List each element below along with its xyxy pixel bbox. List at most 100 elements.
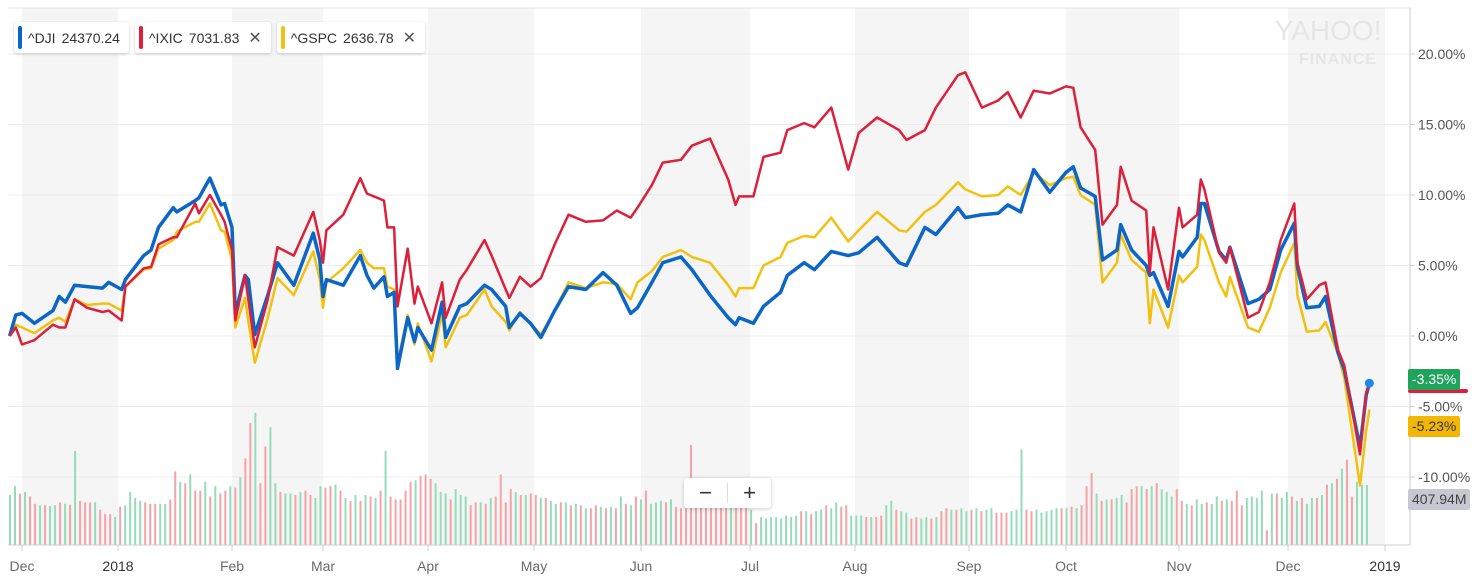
zoom-in-button[interactable]: +: [743, 480, 756, 505]
volume-bar: [344, 497, 347, 545]
yahoo-finance-watermark: YAHOO! FINANCE: [1275, 15, 1382, 68]
volume-bar: [1280, 497, 1283, 545]
volume-bar: [810, 514, 813, 545]
volume-badge: 407.94M: [1408, 489, 1471, 510]
volume-bar: [700, 496, 703, 545]
volume-bar: [274, 483, 277, 545]
volume-bar: [1345, 459, 1348, 545]
volume-bar: [1070, 506, 1073, 545]
y-tick-label: 10.00%: [1418, 187, 1465, 203]
volume-bar: [1075, 508, 1078, 545]
volume-bar: [144, 502, 147, 545]
close-icon[interactable]: ✕: [248, 29, 262, 47]
legend-chip-dji[interactable]: ^DJI 24370.24: [14, 22, 129, 53]
volume-bar: [639, 499, 642, 545]
volume-bar: [334, 484, 337, 545]
volume-bar: [479, 502, 482, 545]
volume-bar: [534, 495, 537, 545]
volume-bar: [249, 422, 252, 545]
series-line-dji[interactable]: [7, 165, 1372, 450]
series-line-ixic[interactable]: [8, 71, 1371, 456]
volume-bar: [574, 503, 577, 545]
legend-chip-gspc[interactable]: ^GSPC 2636.78 ✕: [276, 22, 426, 53]
volume-bar: [1090, 472, 1093, 545]
series-line-gspc[interactable]: [8, 171, 1371, 487]
volume-bar: [830, 508, 833, 545]
volume-bar: [840, 506, 843, 545]
volume-bar: [1150, 486, 1153, 545]
volume-bar: [139, 500, 142, 545]
volume-bar: [289, 493, 292, 545]
volume-bar: [399, 499, 402, 545]
volume-bar: [775, 517, 778, 545]
volume-bar: [189, 474, 192, 545]
volume-bar: [910, 518, 913, 545]
volume-bar: [679, 508, 682, 545]
x-tick-label: Nov: [1167, 558, 1192, 574]
x-tick-label: May: [521, 558, 547, 574]
volume-bar: [684, 508, 687, 545]
legend-chip-ixic[interactable]: ^IXIC 7031.83 ✕: [134, 22, 271, 53]
volume-bar: [509, 489, 512, 545]
volume-bar: [454, 489, 457, 545]
volume-bar: [629, 505, 632, 545]
volume-bar: [209, 496, 212, 545]
volume-bar: [134, 497, 137, 545]
volume-bar: [950, 509, 953, 545]
volume-bar: [359, 500, 362, 545]
volume-bar: [1040, 512, 1043, 545]
volume-bar: [459, 495, 462, 545]
volume-bar: [609, 506, 612, 545]
x-axis: Dec 2018 Feb Mar Apr May Jun Jul Aug Sep Oct Nov Dec…: [10, 545, 1401, 574]
volume-bar: [1180, 500, 1183, 545]
volume-bar: [569, 505, 572, 545]
volume-bar: [89, 502, 92, 545]
volume-bar: [965, 511, 968, 545]
x-tick-label: Apr: [417, 558, 439, 574]
volume-bar: [930, 518, 933, 545]
close-icon[interactable]: ✕: [402, 29, 417, 47]
volume-bar: [584, 508, 587, 545]
zoom-out-button[interactable]: −: [699, 480, 712, 505]
volume-bar: [659, 500, 662, 545]
volume-bar: [469, 505, 472, 545]
volume-bar: [259, 483, 262, 545]
volume-bar: [880, 515, 883, 545]
volume-bar: [34, 503, 37, 545]
volume-bar: [780, 518, 783, 545]
volume-bar: [154, 503, 157, 545]
dji-last-point-marker: [1364, 378, 1374, 388]
volume-bar: [1060, 508, 1063, 545]
volume-bar: [1255, 497, 1258, 545]
x-tick-label: Jun: [630, 558, 653, 574]
volume-bar: [705, 496, 708, 545]
y-tick-label: 0.00%: [1418, 328, 1458, 344]
gspc-color-swatch: [280, 26, 285, 49]
volume-bar: [1135, 486, 1138, 545]
volume-bar: [1155, 483, 1158, 545]
volume-bar: [795, 515, 798, 545]
volume-bar: [484, 503, 487, 545]
volume-bar: [124, 505, 127, 545]
volume-bar: [815, 511, 818, 545]
volume-bar: [9, 495, 11, 545]
volume-bar: [159, 503, 162, 545]
volume-bar: [995, 512, 998, 545]
volume-bar: [529, 493, 532, 545]
volume-bar: [1115, 497, 1118, 545]
volume-bar: [980, 511, 983, 545]
volume-bar: [850, 515, 853, 545]
volume-bar: [1160, 489, 1163, 545]
volume-bar: [1325, 484, 1328, 545]
gspc-symbol: ^GSPC: [290, 29, 338, 46]
volume-bar: [444, 493, 447, 545]
x-tick-label: 2018: [102, 558, 133, 574]
volume-bar: [339, 490, 342, 545]
volume-bar: [1305, 503, 1308, 545]
volume-bar: [1030, 511, 1033, 545]
volume-bar: [119, 506, 122, 545]
series-lines[interactable]: [7, 71, 1372, 487]
gspc-value: 2636.78: [343, 29, 394, 46]
volume-bar: [264, 446, 267, 545]
